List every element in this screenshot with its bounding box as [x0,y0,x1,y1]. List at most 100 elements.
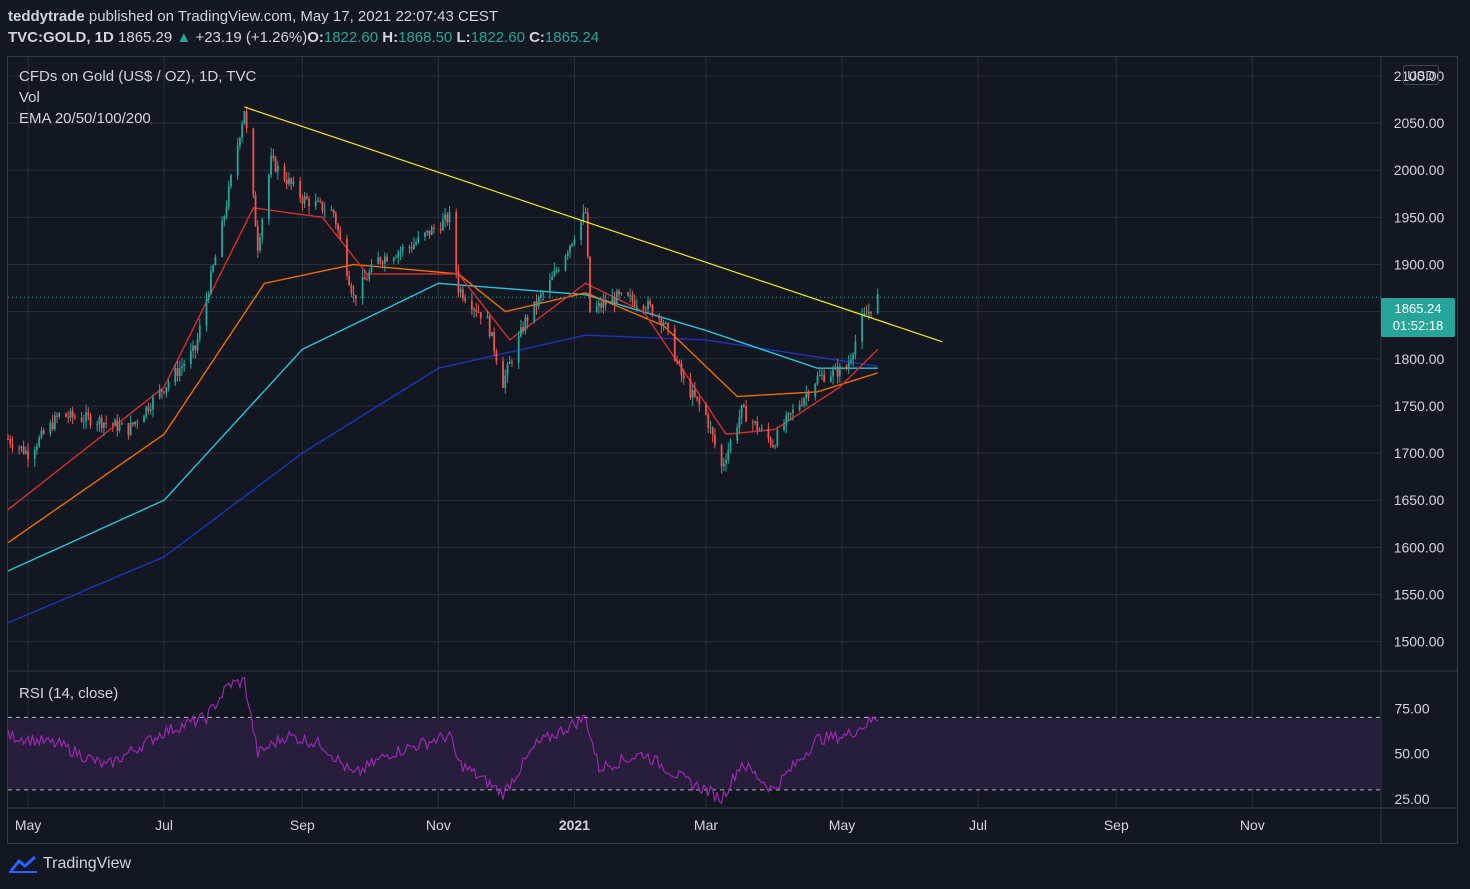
candle-body [792,409,794,414]
candle-body [522,327,525,332]
candle-body [131,422,134,425]
candle-body [504,375,507,388]
candle-body [239,137,241,146]
candle-body [147,406,150,411]
close-label: C: [529,29,545,46]
rsi-band [8,717,1381,790]
candle-body [288,178,290,185]
candle-body [776,430,779,447]
candle-body [573,240,576,244]
x-tick-label: Sep [1104,817,1129,833]
candle-body [317,200,319,202]
open-value: 1822.60 [323,29,379,46]
candle-body [426,230,429,233]
candle-body [80,417,83,422]
candle-body [408,247,411,249]
low-label: L: [456,29,471,46]
candle-body [667,322,669,329]
price-change: +23.19 (+1.26%) [195,29,308,46]
candle-body [256,226,259,251]
x-tick-label: May [15,817,41,833]
tradingview-logo[interactable]: TradingView [9,855,131,873]
x-tick-label: May [829,817,855,833]
candle-body [524,317,527,332]
candle-body [722,463,725,467]
candle-body [245,111,248,129]
candle-body [798,404,801,410]
candle-body [635,305,638,307]
candle-body [506,364,509,376]
candle-body [18,447,21,449]
candle-body [350,285,353,294]
tradingview-brand: TradingView [43,855,132,872]
candle-body [292,181,295,184]
candle-body [725,459,727,464]
candle-body [40,430,43,438]
candle-body [225,206,228,217]
candle-body [71,410,74,418]
candle-body [321,201,324,211]
candle-body [305,196,308,200]
candle-body [847,362,850,369]
tradingview-icon [9,855,37,873]
candle-body [412,244,415,249]
candle-body [789,413,792,415]
candle-body [9,439,12,444]
y-tick-label: 2100.00 [1394,68,1445,84]
candle-body [569,245,571,253]
candle-body [330,210,333,212]
candle-body [660,318,663,326]
candle-body [87,412,90,416]
candle-body [486,316,489,319]
candle-body [69,410,72,418]
candle-body [118,424,121,431]
candle-body [214,257,217,266]
candle-body [756,421,759,430]
candle-body [787,413,790,416]
legend-rsi[interactable]: RSI (14, close) [19,685,119,702]
candle-body [508,361,511,365]
candle-body [470,301,473,310]
candle-body [285,179,288,185]
open-label: O: [307,29,324,46]
candle-body [664,322,667,324]
candle-body [557,270,560,272]
last-price: 1865.29 [118,29,173,46]
candle-body [551,276,554,281]
y-tick-label: 1650.00 [1394,492,1445,508]
candle-body [366,279,368,281]
candle-body [223,216,226,221]
candle-body [491,331,493,337]
y-tick-label: 1700.00 [1394,445,1445,461]
candle-body [165,386,168,393]
candle-body [613,297,616,304]
ema100-line [7,282,878,572]
candle-body [854,341,857,355]
y-tick-label: 1500.00 [1394,634,1445,650]
candle-body [582,212,585,222]
candle-body [53,415,56,430]
candle-body [198,325,201,339]
candle-body [252,128,255,195]
legend-ema[interactable]: EMA 20/50/100/200 [19,110,151,127]
author-name[interactable]: teddytrade [8,8,85,25]
candle-body [760,428,763,430]
candle-body [477,311,480,313]
candle-body [392,257,395,262]
candle-body [479,312,482,319]
legend-title[interactable]: CFDs on Gold (US$ / OZ), 1D, TVC [19,68,257,85]
rsi-tick-label: 75.00 [1394,700,1429,716]
candle-body [771,444,774,447]
candle-body [334,213,337,225]
legend-vol[interactable]: Vol [19,89,40,106]
candle-body [290,178,293,184]
candle-body [647,301,649,310]
candle-body [571,243,574,246]
candle-body [65,413,67,417]
candle-body [254,194,257,227]
candle-body [600,303,603,308]
candle-body [354,295,357,299]
currency-label[interactable]: USD [1403,65,1439,85]
candle-body [243,111,246,124]
